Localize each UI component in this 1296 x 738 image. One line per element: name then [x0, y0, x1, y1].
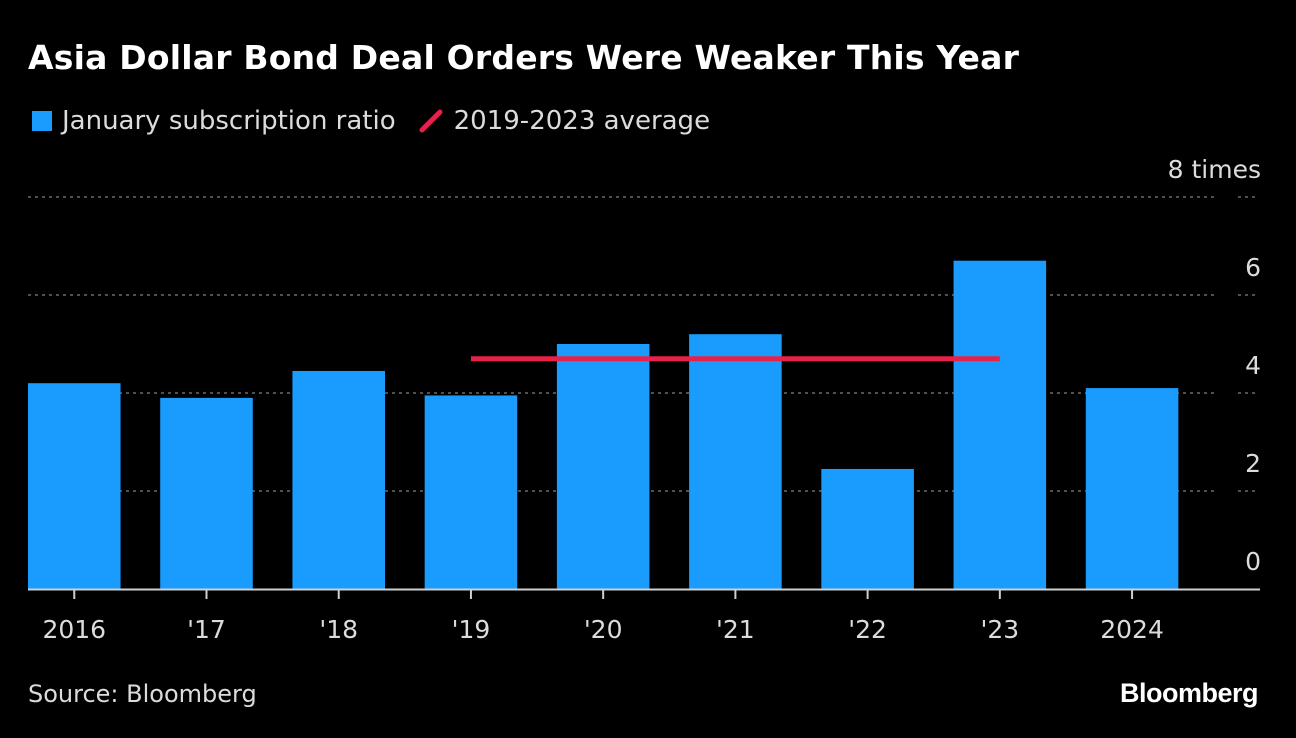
- bar-'18: [292, 370, 385, 589]
- bloomberg-logo: Bloomberg: [1119, 678, 1259, 708]
- x-tick-label-2016: 2016: [42, 615, 106, 644]
- y-tick-label-2: 2: [1245, 449, 1261, 478]
- x-tick-label-'20: '20: [584, 615, 623, 644]
- x-tick-label-'23: '23: [980, 615, 1019, 644]
- y-tick-label-8: 8 times: [1168, 155, 1261, 184]
- legend-bar-swatch: [32, 111, 52, 131]
- legend-average-swatch: [419, 109, 443, 133]
- x-tick-label-'22: '22: [848, 615, 887, 644]
- bar-2016: [28, 383, 121, 589]
- bar-'20: [556, 344, 650, 589]
- source-note: Source: Bloomberg: [28, 680, 257, 708]
- legend-average-label: 2019-2023 average: [453, 106, 711, 136]
- x-tick-label-'17: '17: [187, 615, 226, 644]
- bar-2024: [1085, 388, 1179, 589]
- bar-'23: [953, 260, 1047, 589]
- legend-bar-label: January subscription ratio: [62, 106, 396, 136]
- x-tick-label-'19: '19: [452, 615, 491, 644]
- bar-'17: [160, 397, 253, 589]
- bar-'21: [689, 334, 782, 589]
- x-tick-label-2024: 2024: [1100, 615, 1164, 644]
- x-tick-label-'21: '21: [716, 615, 755, 644]
- y-tick-label-4: 4: [1245, 351, 1261, 380]
- y-tick-label-6: 6: [1245, 253, 1261, 282]
- x-tick-label-'18: '18: [319, 615, 358, 644]
- y-tick-label-0: 0: [1245, 547, 1261, 576]
- legend: January subscription ratio 2019-2023 ave…: [32, 106, 710, 136]
- bar-'19: [424, 395, 518, 589]
- chart-title: Asia Dollar Bond Deal Orders Were Weaker…: [28, 38, 1020, 77]
- bar-'22: [821, 468, 914, 589]
